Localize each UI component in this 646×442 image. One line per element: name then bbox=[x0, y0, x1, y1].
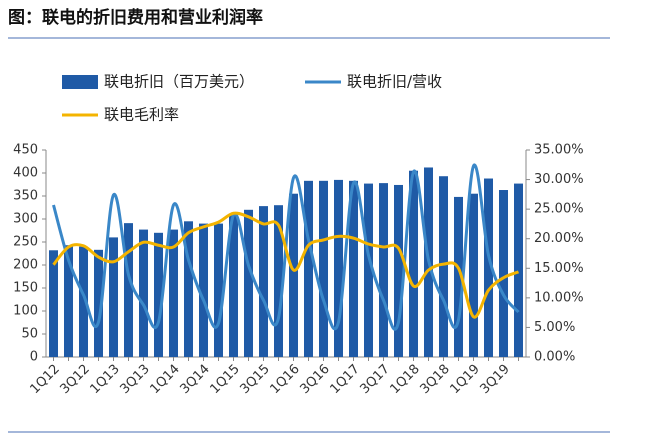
y2-tick-label: 10.00% bbox=[534, 290, 584, 305]
y-tick-label: 450 bbox=[13, 143, 38, 158]
bar bbox=[49, 250, 58, 357]
bar bbox=[304, 180, 313, 357]
legend-label: 联电折旧（百万美元） bbox=[104, 73, 254, 91]
y2-tick-label: 35.00% bbox=[534, 143, 584, 158]
bar bbox=[454, 196, 463, 357]
legend-swatch bbox=[62, 75, 98, 89]
x-tick-label: 3Q14 bbox=[177, 362, 212, 397]
bar bbox=[94, 249, 103, 357]
bar bbox=[514, 183, 523, 357]
bar bbox=[139, 229, 148, 357]
x-tick-label: 3Q19 bbox=[477, 362, 512, 397]
x-tick-label: 3Q17 bbox=[357, 362, 392, 397]
y-tick-label: 400 bbox=[13, 166, 38, 181]
bar bbox=[199, 223, 208, 357]
y-tick-label: 300 bbox=[13, 212, 38, 227]
y-tick-label: 150 bbox=[13, 281, 38, 296]
bar bbox=[79, 246, 88, 357]
bar bbox=[259, 206, 268, 357]
x-tick-label: 1Q15 bbox=[207, 362, 242, 397]
y2-tick-label: 0.00% bbox=[534, 350, 575, 365]
bar bbox=[124, 223, 133, 357]
x-tick-label: 1Q13 bbox=[87, 362, 122, 397]
bar bbox=[244, 209, 253, 357]
bar bbox=[169, 229, 178, 357]
legend-label: 联电折旧/营收 bbox=[347, 73, 442, 91]
bar bbox=[229, 214, 238, 357]
bar bbox=[409, 170, 418, 357]
line bbox=[52, 211, 520, 319]
bar bbox=[109, 237, 118, 357]
bar bbox=[394, 184, 403, 357]
bar bbox=[349, 180, 358, 357]
y2-tick-label: 15.00% bbox=[534, 261, 584, 276]
bar bbox=[439, 176, 448, 357]
x-tick-label: 3Q13 bbox=[117, 362, 152, 397]
bar bbox=[469, 193, 478, 357]
bar bbox=[274, 205, 283, 357]
x-tick-label: 3Q12 bbox=[57, 362, 92, 397]
y2-tick-label: 30.00% bbox=[534, 172, 584, 187]
y-tick-label: 250 bbox=[13, 235, 38, 250]
legend-label: 联电毛利率 bbox=[104, 106, 179, 124]
x-tick-label: 3Q16 bbox=[297, 362, 332, 397]
bar bbox=[214, 223, 223, 357]
x-tick-label: 1Q18 bbox=[387, 362, 422, 397]
x-tick-label: 3Q18 bbox=[417, 362, 452, 397]
y2-tick-label: 25.00% bbox=[534, 202, 584, 217]
x-tick-label: 1Q12 bbox=[27, 362, 62, 397]
bar bbox=[484, 178, 493, 357]
bar bbox=[184, 221, 193, 357]
bar bbox=[64, 245, 73, 357]
bar bbox=[379, 183, 388, 357]
y-tick-label: 50 bbox=[21, 327, 38, 342]
x-tick-label: 1Q17 bbox=[327, 362, 362, 397]
chart-title: 图：联电的折旧费用和营业利润率 bbox=[8, 7, 263, 28]
bar bbox=[289, 193, 298, 357]
bar bbox=[364, 183, 373, 357]
y-tick-label: 200 bbox=[13, 258, 38, 273]
line bbox=[52, 163, 520, 331]
y2-tick-label: 5.00% bbox=[534, 320, 575, 335]
x-tick-label: 3Q15 bbox=[237, 362, 272, 397]
bar bbox=[154, 232, 163, 357]
y-tick-label: 0 bbox=[30, 350, 38, 365]
x-tick-label: 1Q16 bbox=[267, 362, 302, 397]
bar bbox=[334, 179, 343, 357]
y2-tick-label: 20.00% bbox=[534, 231, 584, 246]
y-tick-label: 100 bbox=[13, 304, 38, 319]
y-tick-label: 350 bbox=[13, 189, 38, 204]
bar bbox=[499, 190, 508, 357]
bar bbox=[319, 180, 328, 357]
x-tick-label: 1Q19 bbox=[447, 362, 482, 397]
x-tick-label: 1Q14 bbox=[147, 362, 182, 397]
